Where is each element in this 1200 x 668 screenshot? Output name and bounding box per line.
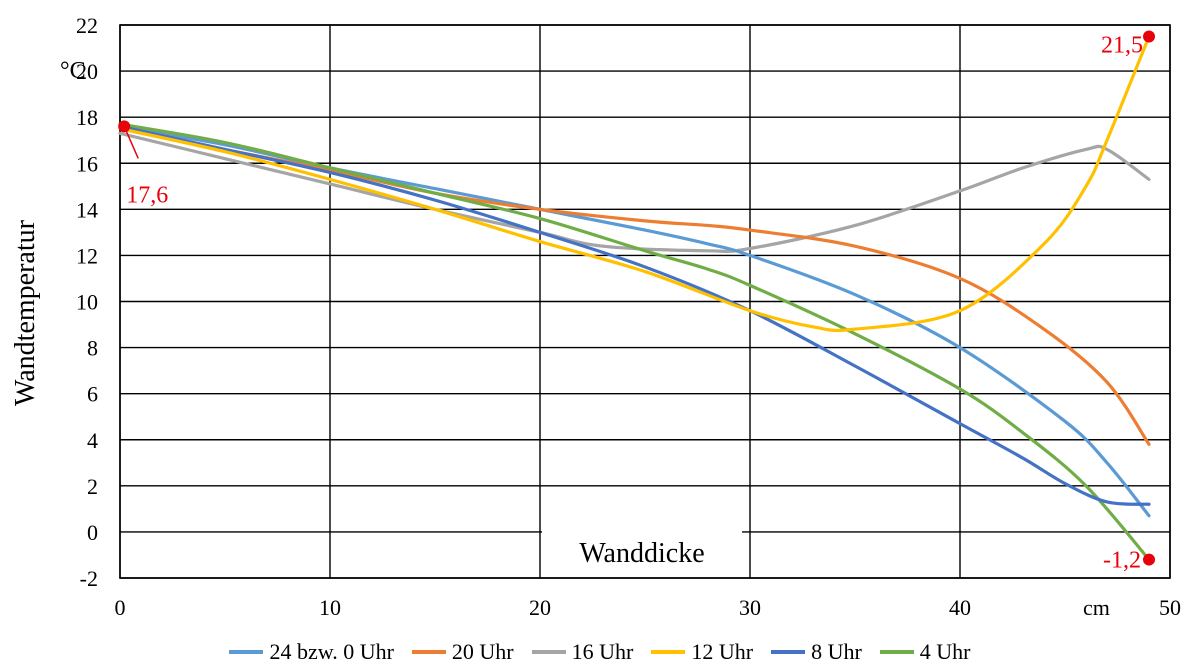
y-tick-label: 22	[76, 13, 98, 38]
y-axis-label: Wandtemperatur	[10, 219, 41, 406]
grid	[119, 24, 1171, 579]
x-tick-label: 20	[529, 595, 551, 620]
legend-item: 20 Uhr	[411, 639, 514, 665]
y-tick-label: 2	[87, 474, 98, 499]
y-tick-label: 4	[87, 428, 98, 453]
series-line-16-uhr	[118, 131, 1151, 253]
legend-item: 16 Uhr	[531, 639, 634, 665]
y-tick-label: 12	[76, 243, 98, 268]
legend-swatch	[879, 650, 914, 654]
series-line-8-uhr	[118, 124, 1151, 506]
x-axis-unit: cm	[1083, 595, 1110, 620]
series-lines	[118, 34, 1151, 562]
y-tick-label: 0	[87, 520, 98, 545]
x-axis-label: Wanddicke	[579, 538, 704, 569]
y-axis-unit: °C	[60, 58, 86, 84]
legend-swatch	[651, 650, 686, 654]
annotation-markers: 17,6 21,5 -1,2	[118, 30, 1155, 574]
legend-swatch	[531, 650, 566, 654]
legend-label: 8 Uhr	[811, 639, 862, 664]
series-line-24-bzw-0-uhr	[118, 124, 1151, 518]
x-tick-label: 0	[115, 595, 126, 620]
y-tick-label: -2	[80, 566, 98, 591]
x-tick-label: 10	[319, 595, 341, 620]
legend-item: 4 Uhr	[879, 639, 971, 665]
legend-item: 12 Uhr	[651, 639, 753, 665]
legend-label: 12 Uhr	[691, 639, 754, 664]
x-tick-label: 30	[739, 595, 761, 620]
y-tick-label: 10	[76, 290, 98, 315]
legend-item: 24 bzw. 0 Uhr	[229, 639, 394, 665]
x-tick-label: 50	[1159, 595, 1181, 620]
y-tick-label: 8	[87, 336, 98, 361]
annotation-label: -1,2	[1103, 548, 1141, 574]
legend: 24 bzw. 0 Uhr 20 Uhr 16 Uhr 12 Uhr 8 Uhr 4 Uh…	[0, 636, 1200, 668]
plot-area-border	[119, 24, 1171, 579]
y-tick-label: 16	[76, 151, 98, 176]
y-tick-label: 6	[87, 382, 98, 407]
legend-label: 24 bzw. 0 Uhr	[269, 639, 394, 664]
legend-label: 16 Uhr	[571, 639, 634, 664]
annotation-label: 17,6	[126, 182, 168, 208]
x-tick-label: 40	[949, 595, 971, 620]
y-tick-label: 20	[76, 59, 98, 84]
legend-swatch	[411, 650, 446, 654]
chart: -2 0 2 4 6 8 10 12 14 16 18 20 22 0 10 20 30 40 50 17,6 21…	[10, 13, 1182, 620]
legend-item: 8 Uhr	[771, 639, 862, 665]
annotation-label: 21,5	[1101, 33, 1143, 59]
series-line-12-uhr	[118, 34, 1151, 333]
x-axis-ticks: 0 10 20 30 40 50	[115, 595, 1182, 620]
series-line-20-uhr	[118, 124, 1151, 446]
annotation-marker	[1143, 553, 1155, 566]
legend-label: 4 Uhr	[919, 639, 971, 664]
series-line-4-uhr	[118, 122, 1151, 562]
legend-swatch	[771, 650, 806, 654]
annotation-marker	[1143, 30, 1155, 43]
annotation-marker	[118, 120, 131, 133]
y-axis-ticks: -2 0 2 4 6 8 10 12 14 16 18 20 22	[76, 13, 98, 591]
x-axis-label-bg	[542, 530, 742, 574]
legend-swatch	[229, 650, 264, 654]
y-tick-label: 14	[76, 197, 98, 222]
legend-label: 20 Uhr	[451, 639, 514, 664]
y-tick-label: 18	[76, 105, 98, 130]
